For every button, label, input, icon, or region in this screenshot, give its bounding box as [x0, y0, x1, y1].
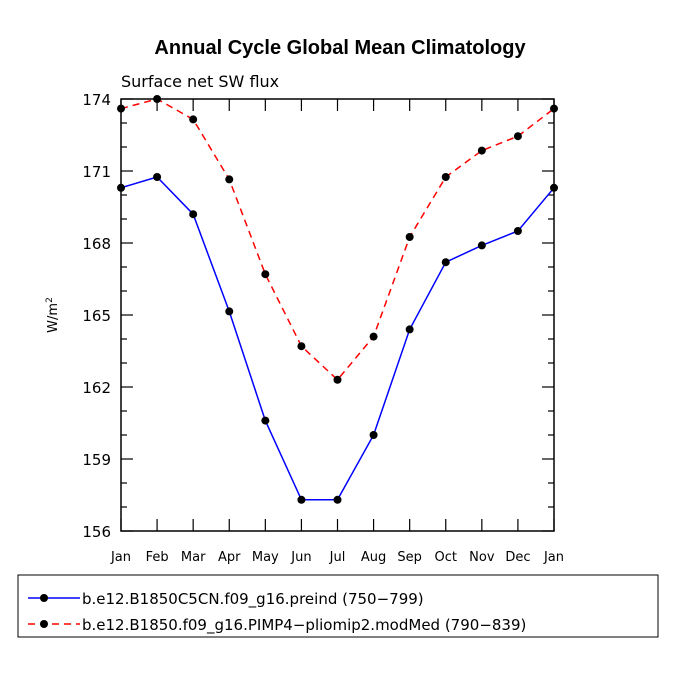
x-tick-label: Jun: [290, 550, 311, 565]
data-point: [297, 495, 306, 504]
x-tick-label: May: [252, 550, 279, 565]
x-tick-label: Sep: [397, 550, 422, 565]
x-tick-labels: Jan Feb Mar Apr May Jun Jul Aug Sep Oct Nov Dec Jan: [110, 550, 564, 565]
data-point: [189, 115, 198, 124]
chart-subtitle: Surface net SW flux: [121, 72, 279, 91]
x-tick-label: Jul: [329, 550, 346, 565]
data-point: [405, 325, 414, 334]
data-point: [441, 258, 450, 267]
data-point: [297, 342, 306, 351]
y-tick-label: 156: [82, 523, 111, 541]
legend: b.e12.B1850C5CN.f09_g16.preind (750−799)…: [28, 590, 526, 635]
data-point: [369, 431, 378, 439]
data-point: [261, 416, 270, 425]
data-point: [225, 307, 234, 316]
y-tick-labels: 174 171 168 165 162 159 156: [82, 91, 111, 541]
y-axis-label-base: W/m: [46, 303, 61, 333]
series-1: [117, 173, 558, 504]
data-point: [117, 104, 125, 113]
legend-marker: [40, 620, 48, 628]
x-tick-label: Dec: [505, 550, 530, 565]
data-point: [513, 132, 522, 141]
data-point: [225, 175, 234, 184]
series-line: [120, 176, 555, 501]
x-tick-label: Oct: [435, 550, 457, 565]
series-line: [120, 98, 555, 381]
data-point: [550, 104, 558, 113]
y-tick-label: 162: [82, 379, 111, 397]
data-point: [441, 173, 450, 181]
x-tick-label: Nov: [469, 550, 495, 565]
legend-box: [17, 574, 659, 638]
data-point: [513, 227, 522, 235]
x-tick-label: Mar: [181, 550, 206, 565]
legend-label: b.e12.B1850.f09_g16.PIMP4−pliomip2.modMe…: [82, 616, 526, 635]
y-tick-label: 174: [82, 91, 111, 109]
data-point: [117, 183, 125, 192]
x-tick-label: Jan: [110, 550, 131, 565]
y-tick-label: 168: [82, 235, 111, 253]
chart-title: Annual Cycle Global Mean Climatology: [154, 37, 526, 59]
y-tick-label: 159: [82, 451, 111, 469]
legend-marker: [40, 594, 48, 602]
y-tick-label: 171: [82, 163, 111, 181]
data-point: [153, 173, 162, 181]
data-point: [333, 375, 342, 384]
data-point: [261, 270, 270, 279]
data-point: [405, 233, 414, 241]
data-point: [369, 332, 378, 341]
y-axis-label: W/m2: [45, 297, 61, 333]
legend-label: b.e12.B1850C5CN.f09_g16.preind (750−799): [82, 590, 424, 609]
series-2: [117, 95, 558, 384]
data-point: [477, 241, 486, 250]
y-tick-label: 165: [82, 307, 111, 325]
data-point: [333, 495, 342, 504]
x-tick-label: Aug: [361, 550, 386, 565]
x-tick-label: Apr: [218, 550, 241, 565]
data-point: [477, 146, 486, 155]
series-layer: [117, 95, 558, 504]
data-point: [189, 210, 198, 219]
axis-ticks: [120, 98, 555, 532]
x-tick-label: Feb: [146, 550, 169, 565]
data-point: [550, 183, 558, 192]
plot-frame: [120, 98, 555, 532]
y-axis-label-superscript: 2: [45, 297, 55, 303]
data-point: [153, 95, 162, 103]
x-tick-label: Jan: [543, 550, 564, 565]
